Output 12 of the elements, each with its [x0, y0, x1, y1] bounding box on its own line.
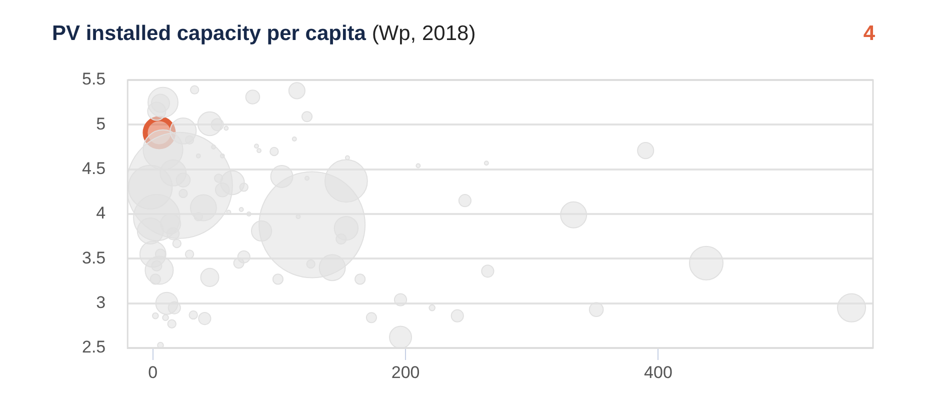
y-tick-label: 4 [96, 204, 106, 223]
chart-title: PV installed capacity per capita (Wp, 2018) [52, 22, 476, 45]
text: 4 [863, 22, 875, 46]
x-tick-label: 400 [644, 362, 672, 382]
y-tick-label: 5 [96, 114, 106, 134]
y-tick-label: 4.5 [82, 159, 106, 178]
y-tick-label: 2.5 [82, 338, 106, 357]
y-tick-label: 3 [96, 293, 106, 312]
y-tick-label: 3.5 [82, 248, 106, 268]
x-tick-label: 0 [148, 362, 158, 382]
y-tick-label: 5.5 [82, 70, 106, 89]
x-tick-label: 200 [391, 362, 420, 382]
